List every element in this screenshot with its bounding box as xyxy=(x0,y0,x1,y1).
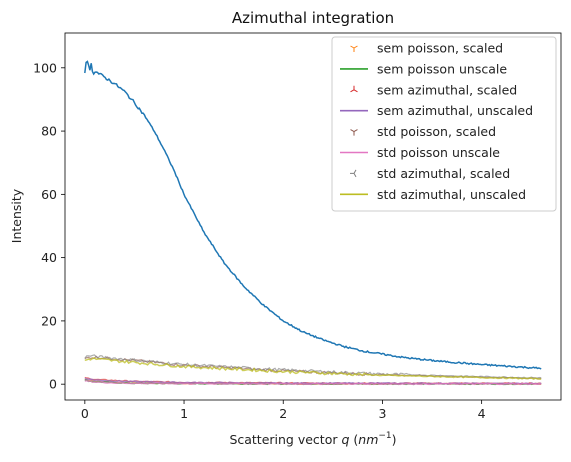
legend-marker-swatch xyxy=(350,45,358,52)
series-line-5 xyxy=(84,379,542,386)
x-axis: 0 1 2 3 4 xyxy=(81,400,486,421)
x-axis-title-exp: −1 xyxy=(378,431,391,441)
legend-marker-swatch xyxy=(350,85,358,93)
legend-label: sem poisson unscale xyxy=(377,61,507,76)
series-line-7 xyxy=(84,357,542,380)
legend-label: std poisson unscale xyxy=(377,145,500,160)
y-tick-label: 20 xyxy=(41,313,57,328)
y-tick-label: 100 xyxy=(33,60,57,75)
legend-box xyxy=(331,36,557,212)
series-layer xyxy=(84,60,542,386)
x-axis-title-unit: nm xyxy=(358,432,378,447)
legend-label: sem azimuthal, unscaled xyxy=(377,103,533,118)
legend-item: sem poisson unscale xyxy=(340,61,507,76)
legend-item: std poisson, scaled xyxy=(350,124,496,139)
legend-label: sem azimuthal, scaled xyxy=(377,82,517,97)
y-tick-label: 0 xyxy=(49,377,57,392)
x-axis-title-unit-open: ( xyxy=(349,432,358,447)
x-axis-title-unit-close: ) xyxy=(392,432,397,447)
y-tick-label: 40 xyxy=(41,250,57,265)
main-intensity-line xyxy=(84,60,542,370)
chart-title: Azimuthal integration xyxy=(232,9,394,27)
legend-label: sem poisson, scaled xyxy=(377,41,503,56)
legend-item: std azimuthal, unscaled xyxy=(340,187,526,202)
legend: sem poisson, scaled sem poisson unscale se… xyxy=(331,36,557,212)
legend-label: std poisson, scaled xyxy=(377,124,496,139)
legend-item: std azimuthal, scaled xyxy=(350,166,510,181)
legend-item: sem poisson, scaled xyxy=(350,41,503,56)
legend-item: sem azimuthal, unscaled xyxy=(340,103,533,118)
legend-label: std azimuthal, unscaled xyxy=(377,187,526,202)
x-axis-title-var: q xyxy=(341,432,349,447)
y-tick-label: 60 xyxy=(41,187,57,202)
x-tick-label: 4 xyxy=(478,406,486,421)
y-tick-label: 80 xyxy=(41,124,57,139)
legend-marker-swatch xyxy=(350,129,358,136)
x-tick-label: 1 xyxy=(180,406,188,421)
legend-item: std poisson unscale xyxy=(340,145,500,160)
x-axis-title: Scattering vector q (nm−1) xyxy=(229,431,396,447)
y-axis-title: Intensity xyxy=(9,188,24,243)
legend-label: std azimuthal, scaled xyxy=(377,166,510,181)
plot-frame xyxy=(64,32,562,401)
x-axis-title-main: Scattering vector xyxy=(229,432,341,447)
x-tick-label: 3 xyxy=(378,406,386,421)
y-axis: 0 20 40 60 80 100 xyxy=(33,60,65,392)
legend-marker-swatch xyxy=(350,169,357,178)
legend-item: sem azimuthal, scaled xyxy=(350,82,517,97)
x-tick-label: 2 xyxy=(279,406,287,421)
x-tick-label: 0 xyxy=(81,406,89,421)
